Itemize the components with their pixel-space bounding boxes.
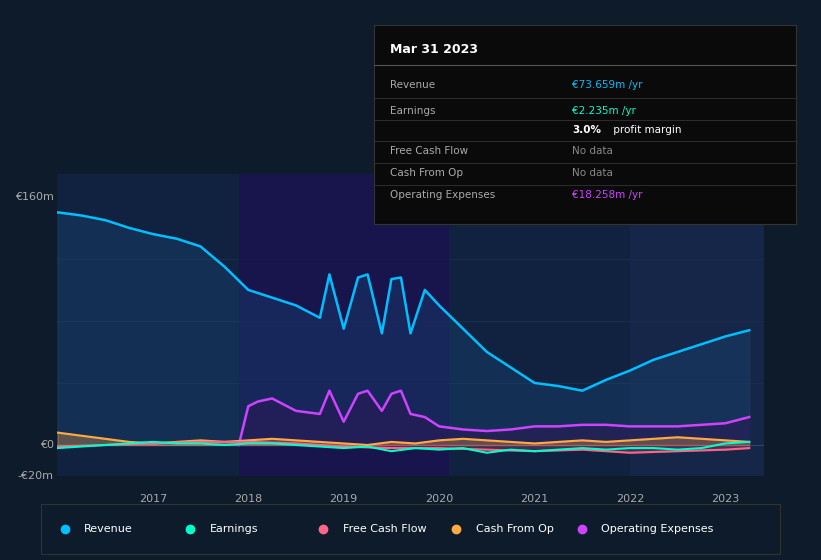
- Bar: [239, 174, 448, 476]
- Text: Revenue: Revenue: [84, 524, 133, 534]
- Text: 3.0%: 3.0%: [572, 124, 601, 134]
- Text: Free Cash Flow: Free Cash Flow: [342, 524, 426, 534]
- Text: profit margin: profit margin: [610, 124, 681, 134]
- Text: 2020: 2020: [425, 494, 453, 504]
- Text: Operating Expenses: Operating Expenses: [391, 190, 496, 200]
- Text: 2017: 2017: [139, 494, 167, 504]
- Text: €2.235m /yr: €2.235m /yr: [572, 106, 636, 116]
- Text: €73.659m /yr: €73.659m /yr: [572, 80, 643, 90]
- Text: -€20m: -€20m: [18, 471, 54, 481]
- Text: €18.258m /yr: €18.258m /yr: [572, 190, 643, 200]
- Text: 2018: 2018: [234, 494, 263, 504]
- Text: Free Cash Flow: Free Cash Flow: [391, 146, 469, 156]
- Text: 2021: 2021: [521, 494, 548, 504]
- Text: 2023: 2023: [711, 494, 740, 504]
- Bar: [630, 174, 764, 476]
- Text: No data: No data: [572, 169, 613, 178]
- Text: Cash From Op: Cash From Op: [391, 169, 464, 178]
- Text: Cash From Op: Cash From Op: [475, 524, 553, 534]
- Text: No data: No data: [572, 146, 613, 156]
- Text: Operating Expenses: Operating Expenses: [601, 524, 713, 534]
- Text: €160m: €160m: [15, 192, 54, 202]
- Text: 2019: 2019: [329, 494, 358, 504]
- Text: Earnings: Earnings: [209, 524, 258, 534]
- Text: €0: €0: [40, 440, 54, 450]
- Text: 2022: 2022: [616, 494, 644, 504]
- Text: Mar 31 2023: Mar 31 2023: [391, 43, 479, 56]
- Text: Revenue: Revenue: [391, 80, 436, 90]
- Text: Earnings: Earnings: [391, 106, 436, 116]
